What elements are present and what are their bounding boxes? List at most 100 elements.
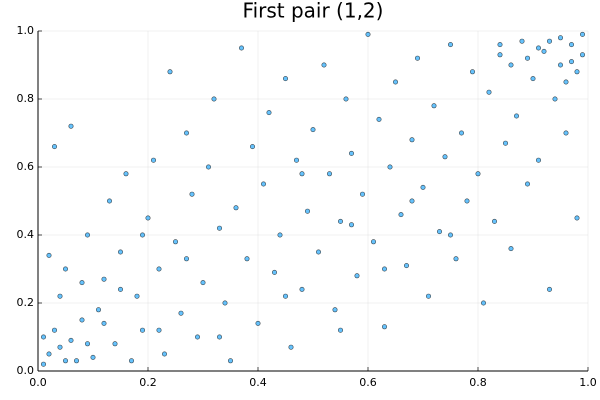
point — [244, 256, 250, 262]
y-tick-label: 0.8 — [17, 92, 35, 105]
point — [277, 232, 283, 238]
point — [557, 62, 563, 68]
point — [475, 171, 481, 177]
point — [90, 354, 96, 360]
point — [420, 184, 426, 190]
point — [79, 280, 85, 286]
point — [101, 276, 107, 282]
point — [293, 157, 299, 163]
point — [425, 293, 431, 299]
x-tick-label: 0.0 — [29, 376, 47, 389]
point — [497, 52, 503, 58]
point — [337, 327, 343, 333]
point — [40, 334, 46, 340]
point — [436, 229, 442, 235]
point — [57, 344, 63, 350]
point — [458, 130, 464, 136]
point — [574, 215, 580, 221]
point — [535, 157, 541, 163]
point — [79, 317, 85, 323]
point — [431, 103, 437, 109]
point — [502, 140, 508, 146]
point — [321, 62, 327, 68]
point — [96, 307, 102, 313]
point — [337, 218, 343, 224]
point — [304, 208, 310, 214]
point — [497, 42, 503, 48]
point — [178, 310, 184, 316]
point — [211, 96, 217, 102]
point — [57, 293, 63, 299]
y-tick-label: 0.0 — [17, 364, 35, 377]
point — [579, 52, 585, 58]
point — [464, 198, 470, 204]
point — [392, 79, 398, 85]
point — [85, 232, 91, 238]
point — [299, 286, 305, 292]
point — [189, 191, 195, 197]
point — [535, 45, 541, 51]
chart-title: First pair (1,2) — [243, 0, 384, 23]
point — [62, 358, 68, 364]
point — [129, 358, 135, 364]
point — [68, 123, 74, 129]
point — [173, 239, 179, 245]
point — [51, 327, 57, 333]
point — [513, 113, 519, 119]
point — [359, 191, 365, 197]
point — [140, 232, 146, 238]
point — [195, 334, 201, 340]
point — [184, 256, 190, 262]
point — [151, 157, 157, 163]
point — [524, 181, 530, 187]
x-tick-label: 0.8 — [469, 376, 487, 389]
point — [546, 286, 552, 292]
x-tick-label: 0.6 — [359, 376, 377, 389]
point — [112, 341, 118, 347]
point — [541, 48, 547, 54]
y-tick-label: 0.2 — [17, 296, 35, 309]
point — [409, 198, 415, 204]
point — [442, 154, 448, 160]
point — [332, 307, 338, 313]
point — [469, 69, 475, 75]
point — [118, 286, 124, 292]
point — [381, 266, 387, 272]
point — [222, 300, 228, 306]
point — [228, 358, 234, 364]
point — [381, 324, 387, 330]
point — [184, 130, 190, 136]
point — [123, 171, 129, 177]
point — [568, 42, 574, 48]
point — [568, 59, 574, 65]
point — [206, 164, 212, 170]
point — [162, 351, 168, 357]
point — [299, 171, 305, 177]
point — [288, 344, 294, 350]
point — [107, 198, 113, 204]
y-tick-label: 0.4 — [17, 228, 35, 241]
point — [574, 69, 580, 75]
point — [348, 150, 354, 156]
point — [546, 38, 552, 44]
point — [447, 232, 453, 238]
point — [376, 116, 382, 122]
point — [134, 293, 140, 299]
point — [51, 144, 57, 150]
point — [343, 96, 349, 102]
y-tick-label: 1.0 — [17, 24, 35, 37]
point — [46, 351, 52, 357]
point — [519, 38, 525, 44]
point — [140, 327, 146, 333]
point — [217, 225, 223, 231]
point — [486, 89, 492, 95]
x-tick-label: 1.0 — [579, 376, 597, 389]
point — [326, 171, 332, 177]
point — [508, 62, 514, 68]
point — [282, 76, 288, 82]
point — [62, 266, 68, 272]
point — [74, 358, 80, 364]
point — [453, 256, 459, 262]
